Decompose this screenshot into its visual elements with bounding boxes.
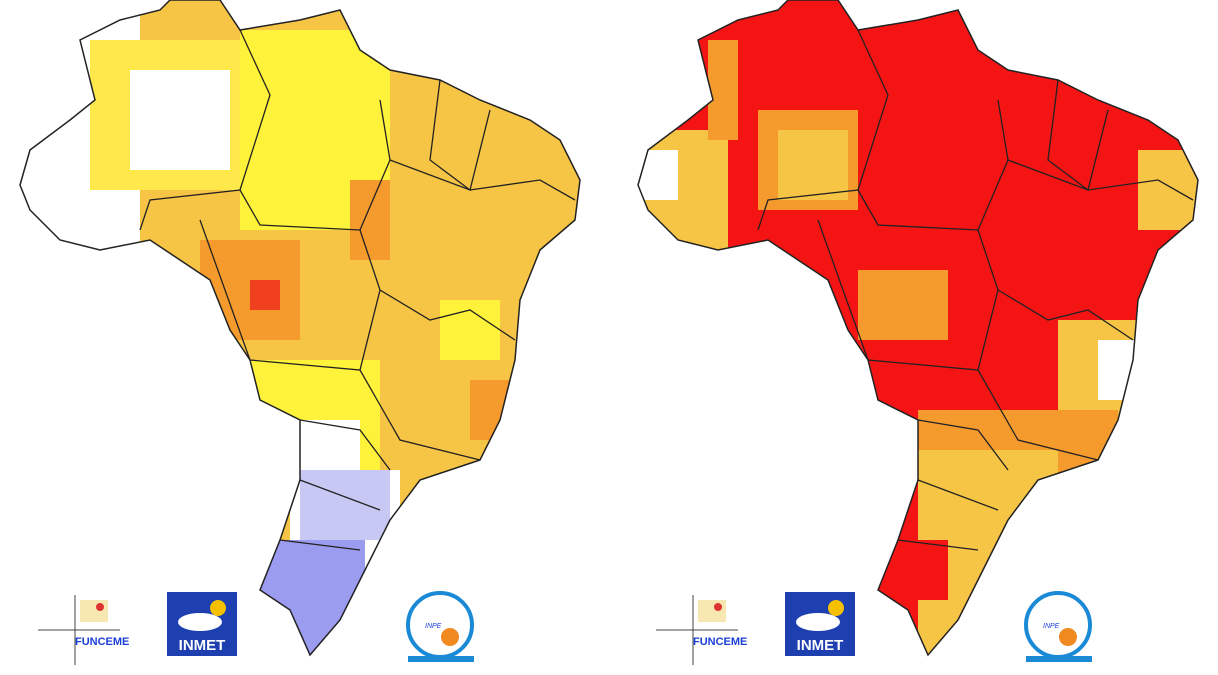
funceme-logo: FUNCEME [693,636,747,648]
logos-left: FUNCEME INMET INPE [38,591,474,665]
inmet-logo: INMET [179,637,226,654]
map-right: FUNCEME INMET INPE [637,0,1199,665]
funceme-logo: FUNCEME [75,636,129,648]
inpe-logo: INPE [1043,623,1060,630]
inmet-logo: INMET [797,637,844,654]
map-left: FUNCEME INMET INPE [19,0,581,665]
logos-right: FUNCEME INMET INPE [656,591,1092,665]
inpe-logo: INPE [425,623,442,630]
